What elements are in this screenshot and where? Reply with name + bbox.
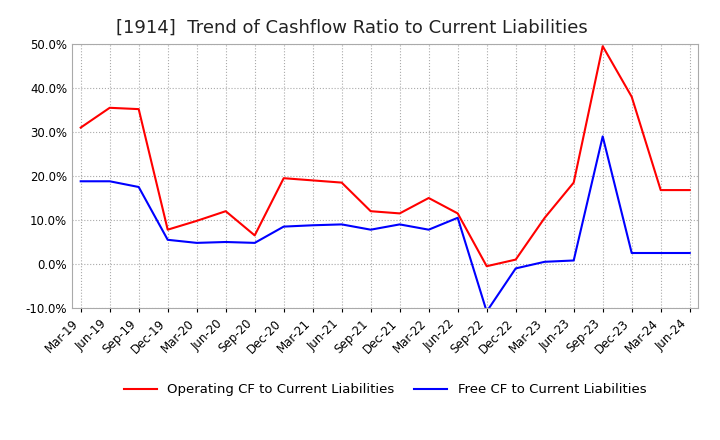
Free CF to Current Liabilities [685,250,694,256]
Free CF to Current Liabilities [366,227,375,232]
Free CF to Current Liabilities [192,240,201,246]
Free CF to Current Liabilities [163,237,172,242]
Operating CF to Current Liabilities [279,176,288,181]
Free CF to Current Liabilities [598,134,607,139]
Operating CF to Current Liabilities [598,44,607,49]
Free CF to Current Liabilities [482,309,491,314]
Free CF to Current Liabilities [627,250,636,256]
Free CF to Current Liabilities [308,223,317,228]
Operating CF to Current Liabilities [395,211,404,216]
Free CF to Current Liabilities [135,184,143,190]
Operating CF to Current Liabilities [105,105,114,110]
Free CF to Current Liabilities [395,222,404,227]
Line: Operating CF to Current Liabilities: Operating CF to Current Liabilities [81,46,690,266]
Free CF to Current Liabilities [511,266,520,271]
Operating CF to Current Liabilities [251,233,259,238]
Operating CF to Current Liabilities [338,180,346,185]
Free CF to Current Liabilities [454,215,462,220]
Free CF to Current Liabilities [338,222,346,227]
Operating CF to Current Liabilities [192,218,201,224]
Operating CF to Current Liabilities [570,180,578,185]
Operating CF to Current Liabilities [511,257,520,262]
Free CF to Current Liabilities [657,250,665,256]
Free CF to Current Liabilities [424,227,433,232]
Operating CF to Current Liabilities [221,209,230,214]
Operating CF to Current Liabilities [627,94,636,99]
Operating CF to Current Liabilities [424,195,433,201]
Operating CF to Current Liabilities [308,178,317,183]
Free CF to Current Liabilities [279,224,288,229]
Operating CF to Current Liabilities [454,211,462,216]
Free CF to Current Liabilities [541,259,549,264]
Free CF to Current Liabilities [105,179,114,184]
Text: [1914]  Trend of Cashflow Ratio to Current Liabilities: [1914] Trend of Cashflow Ratio to Curren… [116,19,588,37]
Line: Free CF to Current Liabilities: Free CF to Current Liabilities [81,136,690,312]
Operating CF to Current Liabilities [135,106,143,112]
Operating CF to Current Liabilities [541,215,549,220]
Free CF to Current Liabilities [221,239,230,245]
Operating CF to Current Liabilities [366,209,375,214]
Operating CF to Current Liabilities [685,187,694,193]
Free CF to Current Liabilities [570,258,578,263]
Free CF to Current Liabilities [251,240,259,246]
Free CF to Current Liabilities [76,179,85,184]
Operating CF to Current Liabilities [163,227,172,232]
Operating CF to Current Liabilities [482,264,491,269]
Operating CF to Current Liabilities [657,187,665,193]
Operating CF to Current Liabilities [76,125,85,130]
Legend: Operating CF to Current Liabilities, Free CF to Current Liabilities: Operating CF to Current Liabilities, Fre… [119,378,652,402]
